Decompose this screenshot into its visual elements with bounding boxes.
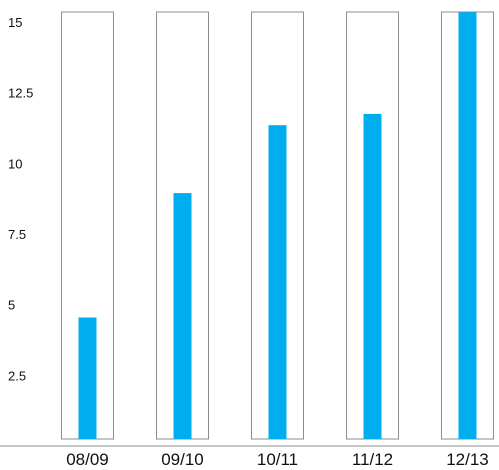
bar [458, 12, 477, 439]
y-tick-label: 10 [8, 156, 22, 171]
x-tick-label: 12/13 [446, 450, 489, 469]
bar [268, 125, 287, 439]
bar [78, 317, 97, 439]
y-tick-label: 12.5 [8, 86, 33, 101]
bar [363, 113, 382, 440]
bars [78, 12, 477, 440]
x-tick-label: 08/09 [66, 450, 109, 469]
y-tick-label: 5 [8, 298, 15, 313]
x-tick-label: 11/12 [352, 450, 393, 469]
y-tick-label: 15 [8, 15, 22, 30]
x-tick-labels: 08/09 09/10 10/11 11/12 12/13 [66, 450, 489, 469]
x-tick-label: 10/11 [257, 450, 298, 469]
y-tick-labels: 2.5 5 7.5 10 12.5 15 [8, 15, 33, 383]
y-tick-label: 2.5 [8, 368, 26, 383]
y-tick-label: 7.5 [8, 227, 26, 242]
x-tick-label: 09/10 [161, 450, 204, 469]
bar [173, 193, 192, 439]
